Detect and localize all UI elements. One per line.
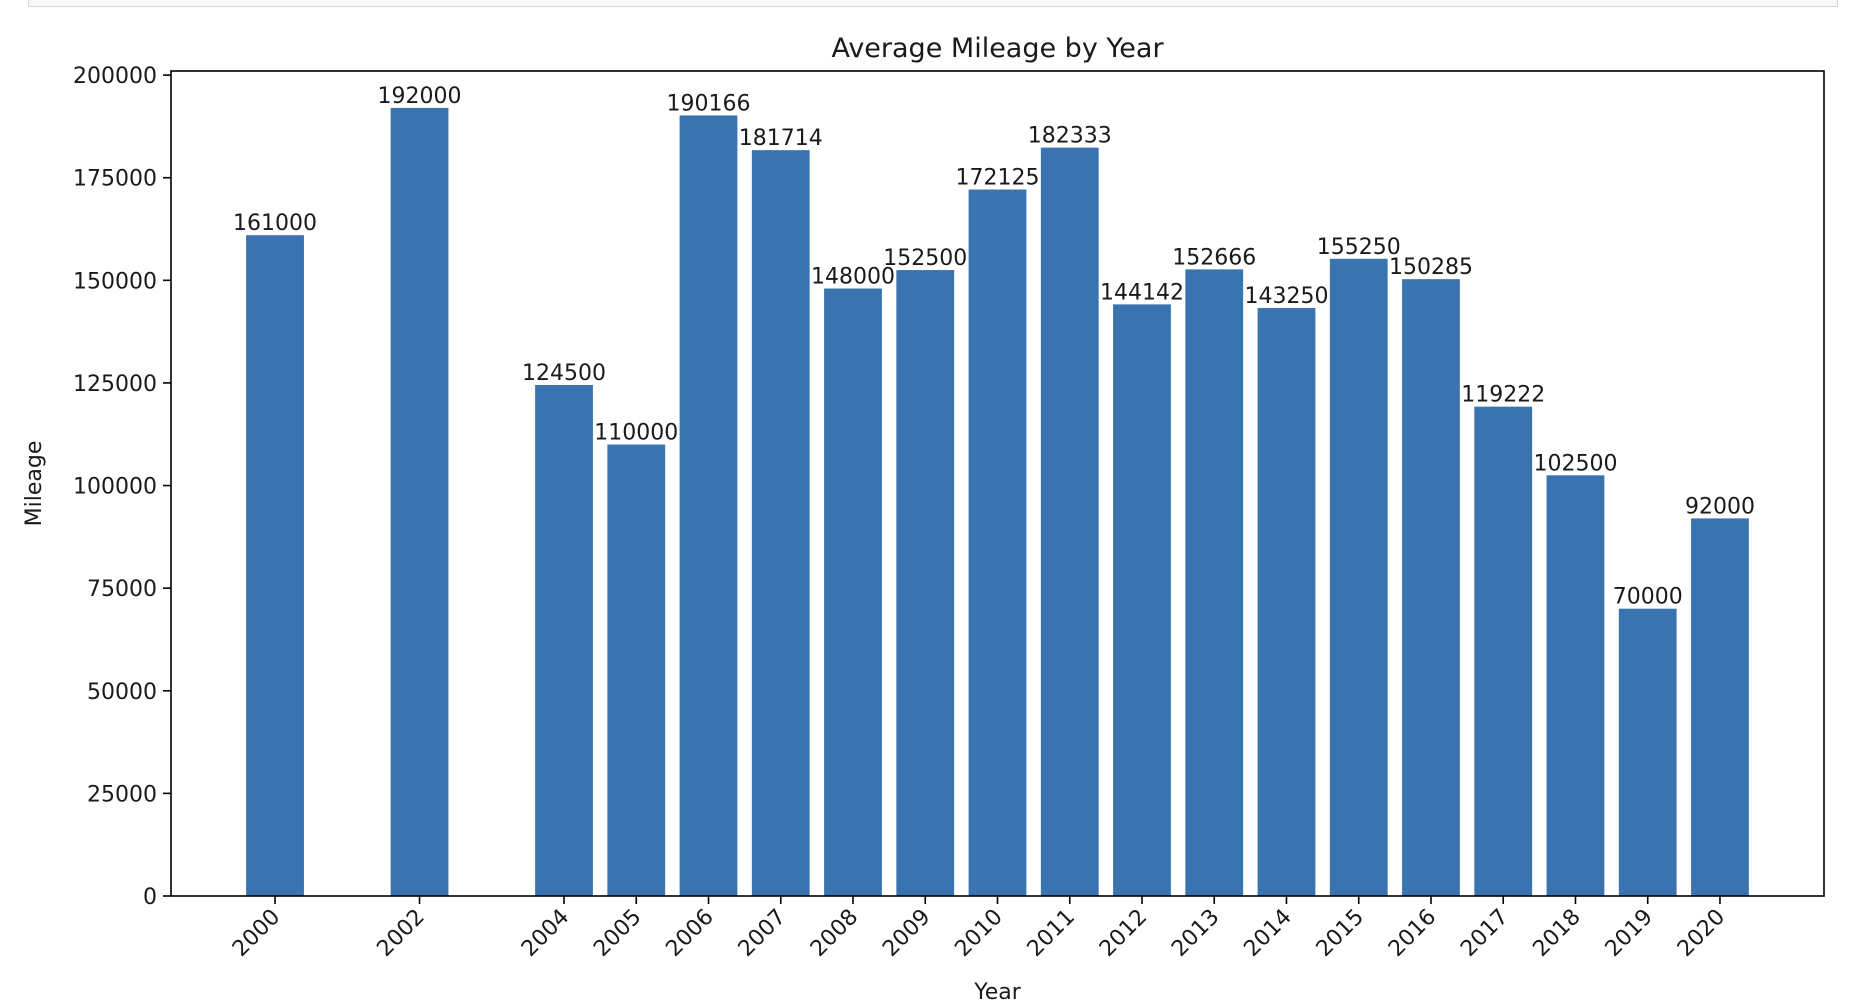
x-tick-label-2004: 2004 bbox=[517, 905, 574, 962]
y-tick-label-150000: 150000 bbox=[73, 269, 157, 294]
value-label-2009: 152500 bbox=[883, 246, 967, 271]
x-tick-label-2002: 2002 bbox=[372, 905, 429, 962]
bar-2011 bbox=[1040, 147, 1099, 896]
value-label-2013: 152666 bbox=[1172, 245, 1256, 270]
bar-2013 bbox=[1185, 269, 1244, 896]
x-axis-label: Year bbox=[973, 980, 1022, 1002]
x-tick-label-2016: 2016 bbox=[1384, 905, 1441, 962]
cell-output-frame bbox=[28, 0, 1838, 7]
value-label-2004: 124500 bbox=[522, 361, 606, 386]
bar-2008 bbox=[824, 288, 882, 896]
bar-2004 bbox=[535, 384, 593, 896]
x-tick-label-2011: 2011 bbox=[1023, 905, 1080, 962]
value-label-2020: 92000 bbox=[1685, 494, 1755, 519]
x-tick-label-2000: 2000 bbox=[228, 905, 285, 962]
bar-2009 bbox=[896, 270, 955, 897]
x-tick-label-2009: 2009 bbox=[878, 905, 935, 962]
x-axis: 2000 2002 2004 2005 2006 2007 2008 2009 2010 2011… bbox=[228, 896, 1730, 962]
plot-frame bbox=[170, 70, 1825, 897]
bar-2020 bbox=[1691, 518, 1749, 896]
y-tick-label-175000: 175000 bbox=[73, 167, 157, 192]
x-tick-label-2015: 2015 bbox=[1312, 905, 1369, 962]
y-axis-label: Mileage bbox=[22, 441, 47, 527]
bar-2007 bbox=[751, 150, 810, 897]
bar-2010 bbox=[968, 189, 1027, 896]
x-tick-label-2020: 2020 bbox=[1673, 905, 1730, 962]
y-tick-label-25000: 25000 bbox=[87, 782, 157, 807]
x-tick-label-2019: 2019 bbox=[1601, 905, 1658, 962]
value-label-2012: 144142 bbox=[1100, 280, 1184, 305]
value-label-2015: 155250 bbox=[1317, 235, 1401, 260]
bar-2006 bbox=[679, 115, 738, 897]
value-label-2011: 182333 bbox=[1028, 124, 1112, 149]
y-tick-label-125000: 125000 bbox=[73, 372, 157, 397]
value-labels-group: 161000 192000 124500 110000 190166 181714 1480… bbox=[233, 84, 1755, 610]
value-label-2000: 161000 bbox=[233, 211, 317, 236]
y-tick-label-75000: 75000 bbox=[87, 577, 157, 602]
x-tick-label-2006: 2006 bbox=[661, 905, 718, 962]
x-tick-label-2017: 2017 bbox=[1456, 905, 1513, 962]
bar-2002 bbox=[390, 107, 449, 896]
value-label-2008: 148000 bbox=[811, 265, 895, 290]
value-label-2010: 172125 bbox=[956, 166, 1040, 191]
value-label-2006: 190166 bbox=[667, 91, 751, 116]
bar-2019 bbox=[1618, 608, 1677, 896]
bars-group bbox=[246, 107, 1749, 897]
value-label-2017: 119222 bbox=[1461, 383, 1545, 408]
x-tick-label-2005: 2005 bbox=[589, 905, 646, 962]
y-axis: 0 25000 50000 75000 100000 125000 150000 175000… bbox=[73, 64, 171, 910]
x-tick-label-2008: 2008 bbox=[806, 905, 863, 962]
value-label-2016: 150285 bbox=[1389, 255, 1473, 280]
x-tick-label-2010: 2010 bbox=[950, 905, 1007, 962]
bar-2014 bbox=[1257, 308, 1316, 896]
y-tick-label-50000: 50000 bbox=[87, 680, 157, 705]
value-label-2019: 70000 bbox=[1613, 585, 1683, 610]
x-tick-label-2018: 2018 bbox=[1528, 905, 1585, 962]
value-label-2018: 102500 bbox=[1533, 451, 1617, 476]
bar-2000 bbox=[246, 235, 304, 897]
x-tick-label-2013: 2013 bbox=[1167, 905, 1224, 962]
bar-2005 bbox=[607, 444, 666, 896]
y-tick-label-100000: 100000 bbox=[73, 475, 157, 500]
value-label-2007: 181714 bbox=[739, 126, 823, 151]
x-tick-label-2014: 2014 bbox=[1239, 905, 1296, 962]
bar-2016 bbox=[1402, 279, 1460, 896]
bar-2017 bbox=[1474, 406, 1533, 896]
x-tick-label-2007: 2007 bbox=[734, 905, 791, 962]
value-label-2005: 110000 bbox=[594, 421, 678, 446]
bar-2018 bbox=[1546, 475, 1605, 896]
bar-2012 bbox=[1113, 304, 1171, 896]
bar-2015 bbox=[1329, 258, 1388, 896]
value-label-2014: 143250 bbox=[1244, 284, 1328, 309]
value-label-2002: 192000 bbox=[378, 84, 462, 109]
x-tick-label-2012: 2012 bbox=[1095, 905, 1152, 962]
y-tick-label-200000: 200000 bbox=[73, 64, 157, 89]
chart-title: Average Mileage by Year bbox=[831, 33, 1164, 64]
y-tick-label-0: 0 bbox=[143, 885, 157, 910]
